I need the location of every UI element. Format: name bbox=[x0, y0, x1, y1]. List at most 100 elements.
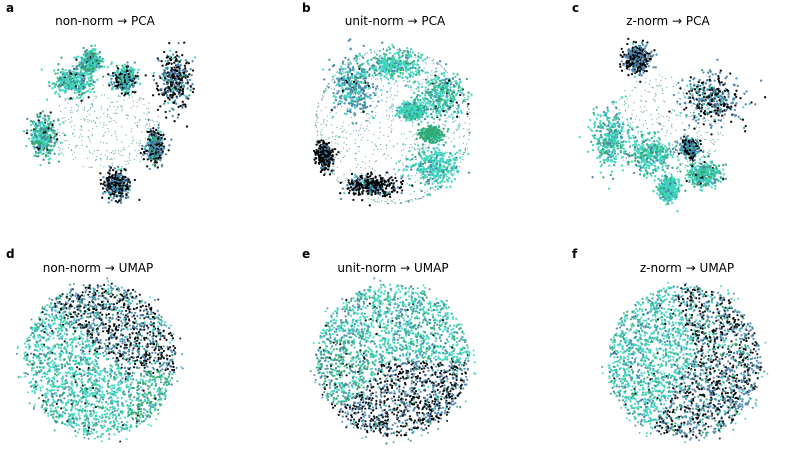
point-green bbox=[54, 72, 57, 75]
point-green bbox=[413, 53, 417, 57]
point-turquoise bbox=[92, 59, 95, 62]
point-turquoise bbox=[358, 81, 361, 84]
background-point bbox=[412, 121, 414, 123]
point-steel-blue bbox=[175, 96, 179, 99]
point-turquoise bbox=[442, 71, 446, 75]
background-point bbox=[389, 107, 391, 109]
point-turquoise bbox=[386, 62, 389, 66]
point-turquoise bbox=[51, 82, 54, 85]
background-point bbox=[60, 110, 62, 113]
background-point bbox=[89, 108, 92, 110]
point-turquoise bbox=[138, 82, 142, 85]
background-point bbox=[117, 107, 119, 109]
background-point bbox=[116, 138, 118, 141]
background-point bbox=[330, 124, 332, 126]
point-turquoise bbox=[72, 74, 75, 77]
point-turquoise bbox=[39, 163, 42, 167]
background-point bbox=[452, 121, 454, 123]
point-black bbox=[330, 108, 333, 112]
point-turquoise bbox=[442, 91, 446, 95]
point-turquoise bbox=[452, 110, 456, 114]
background-point bbox=[124, 160, 126, 163]
point-steel-blue bbox=[351, 96, 355, 99]
background-point bbox=[133, 158, 135, 161]
background-point bbox=[365, 128, 368, 130]
background-point bbox=[123, 99, 125, 101]
background-point bbox=[81, 135, 83, 137]
point-turquoise bbox=[75, 89, 79, 92]
rim-point bbox=[432, 60, 434, 62]
point-turquoise bbox=[393, 63, 396, 67]
point-black bbox=[180, 77, 183, 80]
background-point bbox=[320, 134, 322, 136]
point-green bbox=[167, 80, 170, 83]
point-turquoise bbox=[440, 90, 443, 93]
rim-point bbox=[412, 200, 414, 202]
background-point bbox=[92, 120, 94, 122]
background-point bbox=[411, 124, 413, 126]
background-point bbox=[349, 104, 351, 106]
point-black bbox=[173, 66, 176, 69]
point-green bbox=[455, 82, 458, 85]
background-point bbox=[111, 101, 114, 103]
point-black bbox=[352, 80, 356, 83]
background-point bbox=[86, 146, 88, 148]
background-point bbox=[100, 159, 102, 161]
background-point bbox=[367, 139, 369, 141]
point-turquoise bbox=[361, 74, 364, 77]
point-turquoise bbox=[355, 96, 358, 100]
background-point bbox=[389, 88, 391, 90]
background-point bbox=[391, 94, 393, 96]
background-point bbox=[115, 121, 117, 123]
background-point bbox=[81, 129, 83, 131]
background-point bbox=[380, 80, 382, 82]
point-black bbox=[157, 157, 160, 160]
point-steel-blue bbox=[165, 83, 169, 86]
point-green bbox=[350, 102, 353, 105]
point-steel-blue bbox=[146, 152, 149, 156]
point-turquoise bbox=[65, 73, 69, 76]
point-turquoise bbox=[409, 86, 412, 89]
point-turquoise bbox=[76, 96, 79, 99]
point-green bbox=[89, 83, 92, 86]
point-turquoise bbox=[48, 81, 51, 84]
background-point bbox=[366, 125, 368, 127]
point-turquoise bbox=[418, 82, 421, 86]
background-point bbox=[391, 111, 393, 113]
background-point bbox=[376, 106, 378, 108]
point-steel-blue bbox=[449, 83, 452, 86]
point-steel-blue bbox=[342, 78, 345, 81]
background-point bbox=[69, 121, 71, 123]
background-point bbox=[366, 119, 368, 121]
point-black bbox=[167, 149, 170, 152]
point-turquoise bbox=[152, 71, 156, 75]
point-green bbox=[129, 70, 132, 73]
point-steel-blue bbox=[127, 78, 130, 81]
point-turquoise bbox=[172, 57, 175, 60]
background-point bbox=[431, 60, 433, 62]
rim-point bbox=[399, 47, 401, 49]
background-point bbox=[145, 118, 147, 120]
background-point bbox=[102, 84, 104, 86]
point-turquoise bbox=[29, 123, 33, 127]
point-turquoise bbox=[87, 50, 90, 53]
point-steel-blue bbox=[179, 63, 182, 67]
point-black bbox=[177, 77, 181, 81]
point-steel-blue bbox=[50, 140, 53, 144]
point-steel-blue bbox=[337, 90, 340, 93]
point-turquoise bbox=[412, 73, 416, 76]
background-point bbox=[321, 137, 323, 139]
background-point bbox=[121, 105, 123, 107]
rim-point bbox=[316, 131, 319, 133]
point-black bbox=[157, 142, 160, 146]
background-point bbox=[402, 170, 404, 172]
background-point bbox=[448, 137, 450, 139]
point-steel-blue bbox=[57, 118, 60, 122]
background-point bbox=[360, 133, 362, 135]
background-point bbox=[323, 93, 325, 95]
background-point bbox=[148, 111, 150, 113]
background-point bbox=[104, 154, 106, 156]
background-point bbox=[372, 169, 374, 171]
point-steel-blue bbox=[362, 97, 366, 100]
background-point bbox=[458, 136, 460, 138]
